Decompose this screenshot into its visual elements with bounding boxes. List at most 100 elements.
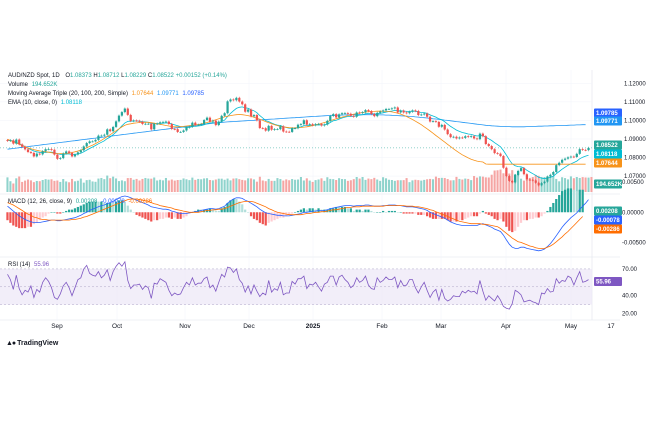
- macd-histogram-bar: [217, 210, 220, 213]
- volume-price-label-bg: [594, 179, 622, 189]
- volume-bar: [32, 182, 35, 192]
- candle-body: [346, 113, 350, 114]
- candle-body: [578, 149, 581, 154]
- volume-bar: [505, 175, 508, 192]
- macd-histogram-bar: [164, 212, 168, 218]
- volume-bar: [211, 180, 214, 192]
- x-axis-label: Sep: [51, 323, 63, 330]
- macd-histogram-bar: [452, 212, 455, 222]
- macd-histogram-bar: [340, 206, 344, 213]
- volume-bar: [440, 177, 443, 192]
- macd-histogram-bar: [173, 212, 176, 218]
- tradingview-brand[interactable]: ▲● TradingView: [6, 340, 58, 347]
- candle-body: [314, 124, 317, 126]
- candle-body: [282, 126, 285, 132]
- macd-histogram-bar: [332, 208, 335, 213]
- candle-body: [508, 176, 511, 181]
- macd-legend-label: MACD (12, 26, close, 9): [8, 199, 73, 205]
- volume-bar: [446, 179, 449, 192]
- header-legend: AUD/NZD Spot, 1D O1.08373 H1.08712 L1.08…: [8, 73, 227, 80]
- volume-bar: [250, 178, 253, 192]
- macd-histogram-bar: [496, 212, 499, 221]
- macd-histogram-bar: [15, 212, 18, 227]
- candles: [6, 96, 590, 187]
- candle-body: [191, 122, 194, 127]
- volume-bar: [123, 181, 126, 192]
- candle-body: [367, 110, 370, 112]
- macd-histogram-bar: [390, 210, 394, 213]
- candle-body: [35, 153, 38, 157]
- candle-body: [217, 121, 220, 126]
- candle-body: [519, 168, 523, 171]
- macd-histogram-bar: [540, 212, 543, 217]
- candle-body: [82, 146, 85, 151]
- volume-bar: [572, 178, 575, 192]
- volume-bar: [109, 178, 112, 192]
- macd-histogram-bar: [434, 212, 438, 219]
- candle-body: [15, 139, 18, 144]
- macd-hist-legend-value: 0.00208: [75, 199, 98, 205]
- candle-body: [141, 121, 144, 124]
- macd-histogram-bar: [170, 212, 173, 219]
- macd-line: [7, 195, 589, 252]
- macd-histogram-bar: [581, 189, 584, 213]
- candle-body: [114, 121, 118, 127]
- macd-histogram-bar: [458, 212, 461, 221]
- candle-body: [464, 136, 467, 138]
- y-tick-label: 1.10000: [624, 118, 646, 124]
- volume-bar: [531, 177, 534, 192]
- ma100-legend-value: 1.09771: [157, 91, 179, 97]
- volume-bar: [584, 177, 587, 192]
- candle-body: [67, 151, 71, 153]
- candle-body: [276, 129, 279, 130]
- volume-bar: [493, 170, 496, 192]
- volume-bar: [379, 180, 382, 192]
- volume-bar: [194, 179, 197, 192]
- macd-histogram-bar: [158, 212, 162, 219]
- candle-body: [461, 137, 464, 139]
- macd-histogram-bar: [484, 212, 487, 214]
- candle-body: [467, 136, 470, 138]
- candle-body: [561, 159, 564, 163]
- axes: Sep Oct Nov Dec 2025 Feb Mar Apr May 17 1.12000 1.1…: [51, 81, 646, 330]
- candle-body: [393, 107, 396, 109]
- volume-bar: [387, 179, 391, 192]
- candle-body: [349, 113, 352, 116]
- candle-body: [537, 182, 540, 186]
- candle-body: [88, 141, 91, 144]
- candle-body: [41, 151, 44, 155]
- candle-body: [525, 174, 529, 180]
- candle-body: [79, 150, 82, 153]
- volume-bar: [320, 178, 323, 192]
- volume-bar: [311, 181, 314, 192]
- volume-bar: [176, 180, 179, 192]
- candle-body: [475, 138, 479, 140]
- x-axis-label: Mar: [435, 323, 447, 330]
- candle-body: [229, 99, 232, 102]
- candle-body: [170, 123, 173, 129]
- macd-histogram-bar: [499, 212, 502, 219]
- volume-bar: [587, 177, 590, 192]
- macd-histogram-bar: [411, 212, 414, 214]
- macd-histogram-bar: [232, 199, 235, 213]
- macd-histogram-bar: [9, 212, 12, 223]
- change-value: +0.00152 (+0.14%): [175, 73, 227, 79]
- volume-price-label: 194.652K: [596, 182, 623, 188]
- x-axis-label: 2025: [306, 323, 321, 330]
- volume-bar: [566, 179, 570, 192]
- volume-bar: [53, 180, 56, 192]
- volume-bar: [399, 180, 402, 192]
- candle-body: [455, 136, 458, 139]
- volume-bar: [364, 179, 367, 192]
- candle-body: [420, 114, 423, 116]
- volume-bar: [455, 176, 458, 192]
- macd-histogram-bar: [235, 199, 238, 213]
- volume-bar: [396, 180, 399, 192]
- candle-body: [167, 121, 170, 124]
- volume-bar: [226, 178, 229, 192]
- candle-body: [381, 110, 385, 112]
- open-label: O: [65, 73, 71, 79]
- candle-body: [91, 141, 94, 143]
- volume-bar: [132, 179, 135, 192]
- volume-bar: [291, 179, 294, 192]
